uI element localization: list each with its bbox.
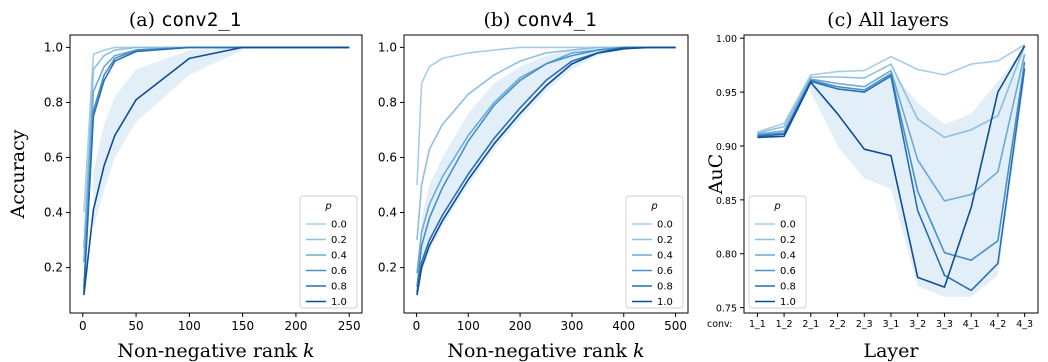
y-axis-label: Accuracy (7, 129, 29, 219)
panel-b-variation-band (421, 47, 624, 274)
y-tick-label: 0.80 (716, 250, 737, 261)
panel-a-title-prefix: (a) (129, 9, 155, 31)
legend-label-p-1.0: 1.0 (657, 297, 673, 308)
y-tick-label: 0.6 (44, 150, 63, 164)
x-tick-label: 50 (128, 319, 143, 333)
x-tick-label: 2_1 (802, 319, 819, 330)
panel-b-title-prefix: (b) (483, 9, 510, 31)
x-tick-label: 1_1 (749, 319, 766, 330)
legend-box (625, 195, 684, 309)
panel-c-title-prefix: (c) (827, 9, 852, 31)
legend-label-p-0.8: 0.8 (657, 282, 673, 293)
x-tick-label: 150 (231, 319, 254, 333)
x-tick-label: 100 (178, 319, 201, 333)
panel-a-title: (a) conv2_1 (129, 9, 241, 31)
x-tick-label: 1_2 (776, 319, 793, 330)
x-tick-label: 3_2 (909, 319, 926, 330)
y-tick-label: 0.95 (716, 88, 737, 99)
panel-b-axes-frame (403, 34, 689, 314)
legend-label-p-0.0: 0.0 (780, 220, 796, 231)
y-tick-label: 0.4 (44, 206, 63, 220)
y-tick-label: 0.2 (44, 261, 63, 275)
panel-c: (c) All layers 0.75 0.80 0.85 0.90 0.95 1.00 c… (705, 9, 1039, 362)
legend-label-p-0.4: 0.4 (331, 251, 347, 262)
x-tick-label: 0 (413, 319, 421, 333)
x-tick-label: 400 (612, 319, 635, 333)
legend-label-p-0.8: 0.8 (780, 282, 796, 293)
y-tick-label: 0.2 (378, 261, 397, 275)
legend-label-p-0.4: 0.4 (780, 251, 796, 262)
series-line-p-0.2 (757, 45, 1026, 139)
x-tick-label: 4_2 (989, 319, 1006, 330)
legend-label-p-0.6: 0.6 (331, 266, 347, 277)
series-line-p-1.0 (83, 46, 350, 296)
legend-box (748, 195, 807, 309)
legend-label-p-0.6: 0.6 (780, 266, 796, 277)
legend-label-p-0.0: 0.0 (657, 220, 673, 231)
y-tick-label: 1.0 (378, 40, 397, 54)
x-axis-label: Non-negative rank k (117, 340, 314, 362)
x-tick-label: 3_3 (936, 319, 953, 330)
panel-a-title-code: conv2_1 (161, 9, 241, 31)
legend-title: p (650, 201, 657, 212)
x-axis-label: Layer (863, 340, 919, 362)
panel-c-variation-band (810, 49, 1025, 297)
legend-label-p-0.0: 0.0 (331, 220, 347, 231)
y-tick-label: 0.85 (716, 196, 737, 207)
legend-label-p-0.2: 0.2 (780, 235, 796, 246)
y-tick-label: 1.00 (716, 34, 737, 45)
x-axis-label-variable: k (297, 340, 315, 362)
x-tick-label: 250 (338, 319, 361, 333)
x-tick-label: 300 (560, 319, 583, 333)
x-tick-label: 200 (509, 319, 532, 333)
x-tick-label: 4_1 (963, 319, 980, 330)
panel-b-legend: p0.0 0.2 0.4 0.6 0.8 1.0 (625, 195, 684, 309)
panel-b-title-code: conv4_1 (516, 9, 596, 31)
x-tick-label: 2_3 (856, 319, 873, 330)
x-tick-label: 100 (457, 319, 480, 333)
legend-label-p-1.0: 1.0 (331, 297, 347, 308)
panel-a-variation-band (93, 47, 243, 230)
y-tick-label: 0.8 (44, 95, 63, 109)
panel-b: (b) conv4_1 0.2 0.4 0.6 0.8 1.0 0 100 200 300 400… (378, 9, 689, 362)
series-line-p-0.0 (757, 44, 1026, 133)
legend-label-p-0.8: 0.8 (331, 282, 347, 293)
x-tick-label: 4_3 (1016, 319, 1033, 330)
panel-c-title: (c) All layers (827, 9, 949, 31)
panel-a: (a) conv2_1 0.2 0.4 0.6 0.8 1.0 0 50 100 150 200 2… (7, 9, 363, 362)
panel-a-legend: p0.0 0.2 0.4 0.6 0.8 1.0 (299, 195, 358, 309)
panel-a-axes-frame (69, 34, 363, 314)
series-line-p-1.0 (757, 45, 1026, 288)
series-line-p-0.8 (416, 46, 676, 293)
x-axis-label-variable: k (627, 340, 645, 362)
x-tick-label: 3_1 (883, 319, 900, 330)
legend-title: p (773, 201, 780, 212)
y-tick-label: 0.8 (378, 95, 397, 109)
y-tick-label: 0.4 (378, 206, 397, 220)
y-tick-label: 0.90 (716, 142, 737, 153)
legend-label-p-0.2: 0.2 (657, 235, 673, 246)
x-tick-label: 500 (664, 319, 687, 333)
legend-title: p (324, 201, 331, 212)
panel-b-title: (b) conv4_1 (483, 9, 596, 31)
legend-label-p-0.2: 0.2 (331, 235, 347, 246)
y-tick-label: 0.75 (716, 304, 737, 315)
x-axis-label: Non-negative rank k (447, 340, 644, 362)
y-axis-label: AuC (705, 154, 727, 196)
x-tick-label: 0 (79, 319, 87, 333)
legend-label-p-0.6: 0.6 (657, 266, 673, 277)
legend-label-p-1.0: 1.0 (780, 297, 796, 308)
legend-label-p-0.4: 0.4 (657, 251, 673, 262)
panel-c-legend: p0.0 0.2 0.4 0.6 0.8 1.0 (748, 195, 807, 309)
panel-c-title-text: All layers (858, 9, 949, 31)
x-axis-prefix: conv: (707, 319, 732, 330)
x-tick-label: 200 (284, 319, 307, 333)
x-tick-label: 2_2 (829, 319, 846, 330)
y-tick-label: 1.0 (44, 40, 63, 54)
legend-box (299, 195, 358, 309)
series-line-p-1.0 (416, 46, 676, 296)
y-tick-label: 0.6 (378, 150, 397, 164)
